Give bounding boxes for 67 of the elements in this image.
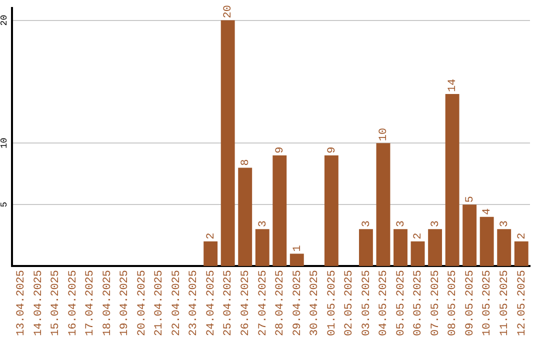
bar: [410, 241, 425, 266]
x-tick-label: 02.05.2025: [344, 270, 356, 336]
x-tick-label: 07.05.2025: [430, 270, 442, 336]
x-tick-label: 08.05.2025: [447, 270, 460, 336]
x-tick-label: 03.05.2025: [360, 270, 373, 336]
data-label: 9: [274, 146, 287, 154]
x-tick-label: 17.04.2025: [84, 270, 97, 336]
x-tick-label: 20.04.2025: [136, 270, 148, 336]
data-label: 3: [360, 220, 373, 228]
data-label: 1: [292, 244, 304, 252]
data-label: 20: [222, 5, 235, 18]
data-label: 5: [464, 196, 476, 203]
bar: [358, 229, 373, 266]
x-tick-label: 22.04.2025: [170, 270, 183, 336]
bar: [376, 143, 390, 266]
y-tick-label: 20: [0, 14, 10, 26]
data-label: 4: [482, 208, 494, 215]
x-tick-label: 18.04.2025: [102, 270, 114, 336]
x-tick-label: 01.05.2025: [326, 270, 338, 336]
x-tick-label: 15.04.2025: [50, 270, 62, 336]
x-tick-label: 21.04.2025: [154, 270, 166, 336]
bar: [290, 254, 304, 266]
x-tick-label: 13.04.2025: [16, 270, 28, 336]
x-tick-label: 24.04.2025: [205, 270, 218, 336]
data-label: 9: [326, 146, 338, 154]
bar: [428, 229, 442, 266]
x-tick-label: 11.05.2025: [499, 270, 512, 336]
data-label: 8: [240, 159, 252, 166]
bar: [497, 229, 512, 266]
x-tick-label: 26.04.2025: [240, 270, 252, 336]
data-label: 3: [257, 220, 270, 228]
data-label: 2: [412, 232, 425, 240]
bar: [204, 241, 218, 266]
x-tick-label: 27.04.2025: [257, 270, 270, 336]
x-tick-label: 25.04.2025: [222, 270, 235, 336]
data-label: 3: [395, 220, 408, 228]
x-tick-label: 23.04.2025: [188, 270, 200, 336]
bar: [462, 204, 477, 266]
x-tick-label: 09.05.2025: [464, 270, 476, 336]
bar: [272, 155, 287, 266]
bar: [324, 155, 338, 266]
data-label: 3: [499, 220, 512, 228]
bar: [445, 94, 460, 266]
x-tick-label: 05.05.2025: [395, 270, 408, 336]
x-tick-label: 12.05.2025: [516, 270, 528, 336]
data-label: 3: [430, 220, 442, 228]
y-tick-label: 5: [0, 202, 10, 208]
x-tick-label: 10.05.2025: [482, 270, 494, 336]
data-label: 14: [447, 78, 460, 92]
bar: [514, 241, 528, 266]
y-tick-label: 10: [0, 138, 10, 149]
bar: [255, 229, 270, 266]
bar: [480, 216, 494, 266]
data-label: 10: [378, 128, 390, 142]
x-tick-label: 28.04.2025: [274, 270, 287, 336]
x-tick-label: 06.05.2025: [412, 270, 425, 336]
bar: [238, 168, 252, 266]
x-tick-label: 29.04.2025: [292, 270, 304, 336]
x-tick-label: 30.04.2025: [309, 270, 322, 336]
bar: [220, 20, 235, 266]
data-label: 2: [516, 232, 528, 240]
x-tick-label: 14.04.2025: [32, 270, 45, 336]
x-tick-label: 19.04.2025: [119, 270, 132, 336]
x-tick-label: 16.04.2025: [67, 270, 80, 336]
data-label: 2: [205, 232, 218, 240]
bar: [394, 229, 408, 266]
x-tick-label: 04.05.2025: [378, 270, 390, 336]
